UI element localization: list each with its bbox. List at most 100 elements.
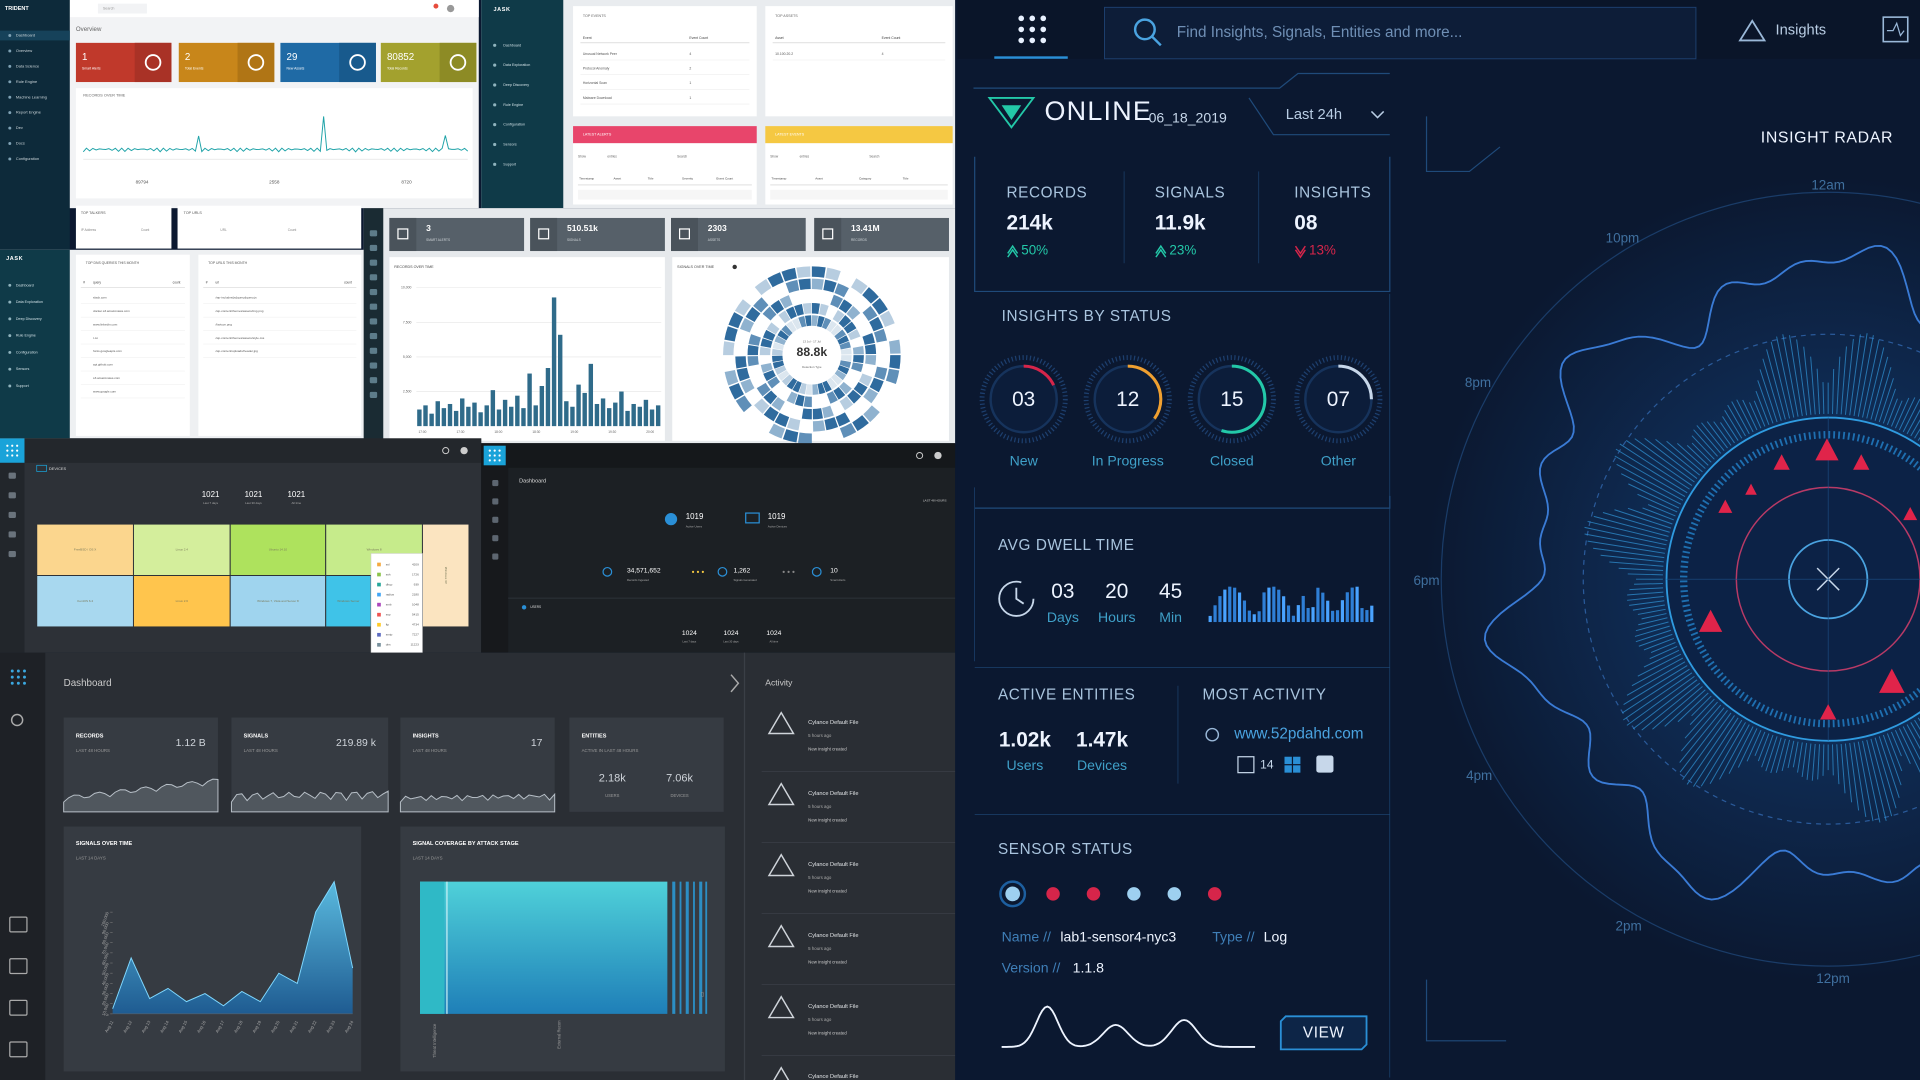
notification-badge <box>433 3 439 9</box>
radar-spike <box>1755 390 1770 426</box>
radar-spike <box>1902 398 1920 433</box>
label: SIGNALS <box>1155 185 1226 202</box>
nav-item[interactable]: Configuration <box>503 123 525 127</box>
radial-segment <box>822 405 834 419</box>
sensor-dot[interactable] <box>1005 886 1020 902</box>
nav-item[interactable]: Machine Learning <box>16 94 47 99</box>
nav-item[interactable]: Support <box>16 384 29 388</box>
nav-item[interactable]: Deep Discovery <box>503 83 529 87</box>
label: Smart Alerts <box>82 66 101 70</box>
nav-item[interactable]: Data Science <box>16 63 39 68</box>
divider-bar <box>508 597 956 599</box>
label: slack.com <box>93 295 107 299</box>
dwell-bar <box>1208 615 1212 623</box>
nav-item[interactable]: Docs <box>16 141 25 146</box>
activity-title[interactable]: Cylance Default File <box>808 791 858 797</box>
radar-spike <box>1650 641 1676 653</box>
radial-segment <box>762 306 777 321</box>
nav-item[interactable]: Support <box>503 162 516 166</box>
radial-segment <box>825 267 841 282</box>
nav-item[interactable]: Configuration <box>16 350 38 354</box>
frame-line <box>1425 116 1501 173</box>
collapse-arrow[interactable] <box>730 674 740 693</box>
label: TRIDENT <box>5 6 29 12</box>
activity-title[interactable]: Cylance Default File <box>808 862 858 868</box>
radar-spike <box>1749 402 1762 429</box>
tile-icon-area <box>389 217 417 252</box>
radial-segment <box>756 382 771 397</box>
view-button[interactable] <box>1279 1015 1368 1051</box>
radar-spike <box>1602 511 1670 533</box>
tile-icon-area <box>814 217 842 252</box>
nav-item[interactable]: Deep Discovery <box>16 317 42 321</box>
radar-spike <box>1623 672 1693 721</box>
nav-item[interactable]: Dashboard <box>16 283 34 287</box>
nav-item[interactable]: Sensors <box>16 367 30 371</box>
radar-spike <box>1770 737 1782 774</box>
radial-segment <box>839 360 852 369</box>
sensor-dot[interactable] <box>1046 887 1060 901</box>
insight-marker <box>1820 704 1837 720</box>
tile-icon <box>247 54 265 71</box>
radar-spike <box>1627 591 1664 596</box>
bar <box>551 297 557 427</box>
sensor-dot[interactable] <box>1086 887 1101 901</box>
label: Total Events <box>185 66 204 70</box>
nav-item[interactable]: Rule Engine <box>503 103 523 107</box>
radial-segment <box>811 303 820 314</box>
nav-item[interactable]: Configuration <box>16 156 39 161</box>
logo-dot <box>1029 26 1036 33</box>
nav-item[interactable]: Rule Engine <box>16 79 37 84</box>
label: INSIGHTS <box>1294 185 1371 202</box>
nav-item[interactable]: Sensors <box>503 142 517 146</box>
sensor-dot[interactable] <box>1167 887 1182 901</box>
range-select[interactable]: Last 24h <box>1286 107 1342 123</box>
activity-title[interactable]: Cylance Default File <box>808 933 858 939</box>
nav-item[interactable]: Dashboard <box>503 43 521 47</box>
nav-item[interactable]: Dev <box>16 125 23 130</box>
radial-segment <box>734 299 751 316</box>
menu-dot <box>488 459 491 462</box>
nav-item[interactable]: Dashboard <box>16 33 35 38</box>
nav-icon <box>8 367 12 371</box>
radial-segment <box>754 398 770 414</box>
link[interactable]: www.52pdahd.com <box>1233 726 1363 743</box>
radar-spike <box>1637 493 1678 513</box>
nav-item[interactable]: Report Engine <box>16 110 41 115</box>
radial-segment <box>798 278 811 290</box>
label: RECORDS <box>1007 185 1088 202</box>
label: 1019 <box>686 512 704 521</box>
stat-tile <box>569 717 724 812</box>
nav-item[interactable]: Data Exploration <box>503 63 530 67</box>
label: radius <box>386 592 395 596</box>
search-box[interactable] <box>1104 6 1697 60</box>
dwell-bar <box>1247 610 1251 623</box>
label: LAST 48 HOURS <box>76 748 110 753</box>
menu-dot <box>498 449 501 452</box>
nav-item[interactable]: Overview <box>16 48 32 53</box>
radar-spike <box>1882 388 1897 424</box>
nav-item[interactable]: Data Exploration <box>16 300 43 304</box>
radial-segment <box>792 318 802 330</box>
sensor-dot[interactable] <box>1207 887 1222 901</box>
nav-item[interactable]: Rule Engine <box>16 334 36 338</box>
y-tick-label: 50,000 <box>101 961 110 975</box>
activity-title[interactable]: Cylance Default File <box>808 1004 858 1010</box>
chart-icon[interactable] <box>1882 16 1909 43</box>
label: Ubuntu 14.10 <box>269 548 288 552</box>
search-box[interactable] <box>97 3 147 14</box>
sensor-dot[interactable] <box>1127 887 1141 901</box>
bar <box>606 408 612 427</box>
menu-dot <box>6 449 9 452</box>
radial-segment <box>839 341 851 350</box>
clock-icon <box>998 580 1035 617</box>
radar-spike <box>1898 728 1920 773</box>
nav-link[interactable]: Insights <box>1776 22 1827 38</box>
label: 1 <box>82 52 87 63</box>
activity-title[interactable]: Cylance Default File <box>808 720 858 726</box>
bar <box>558 334 563 427</box>
bar <box>600 398 606 427</box>
label: 5 hours ago <box>808 1017 832 1022</box>
radial-segment <box>837 365 850 375</box>
radar-spike <box>1742 399 1758 431</box>
